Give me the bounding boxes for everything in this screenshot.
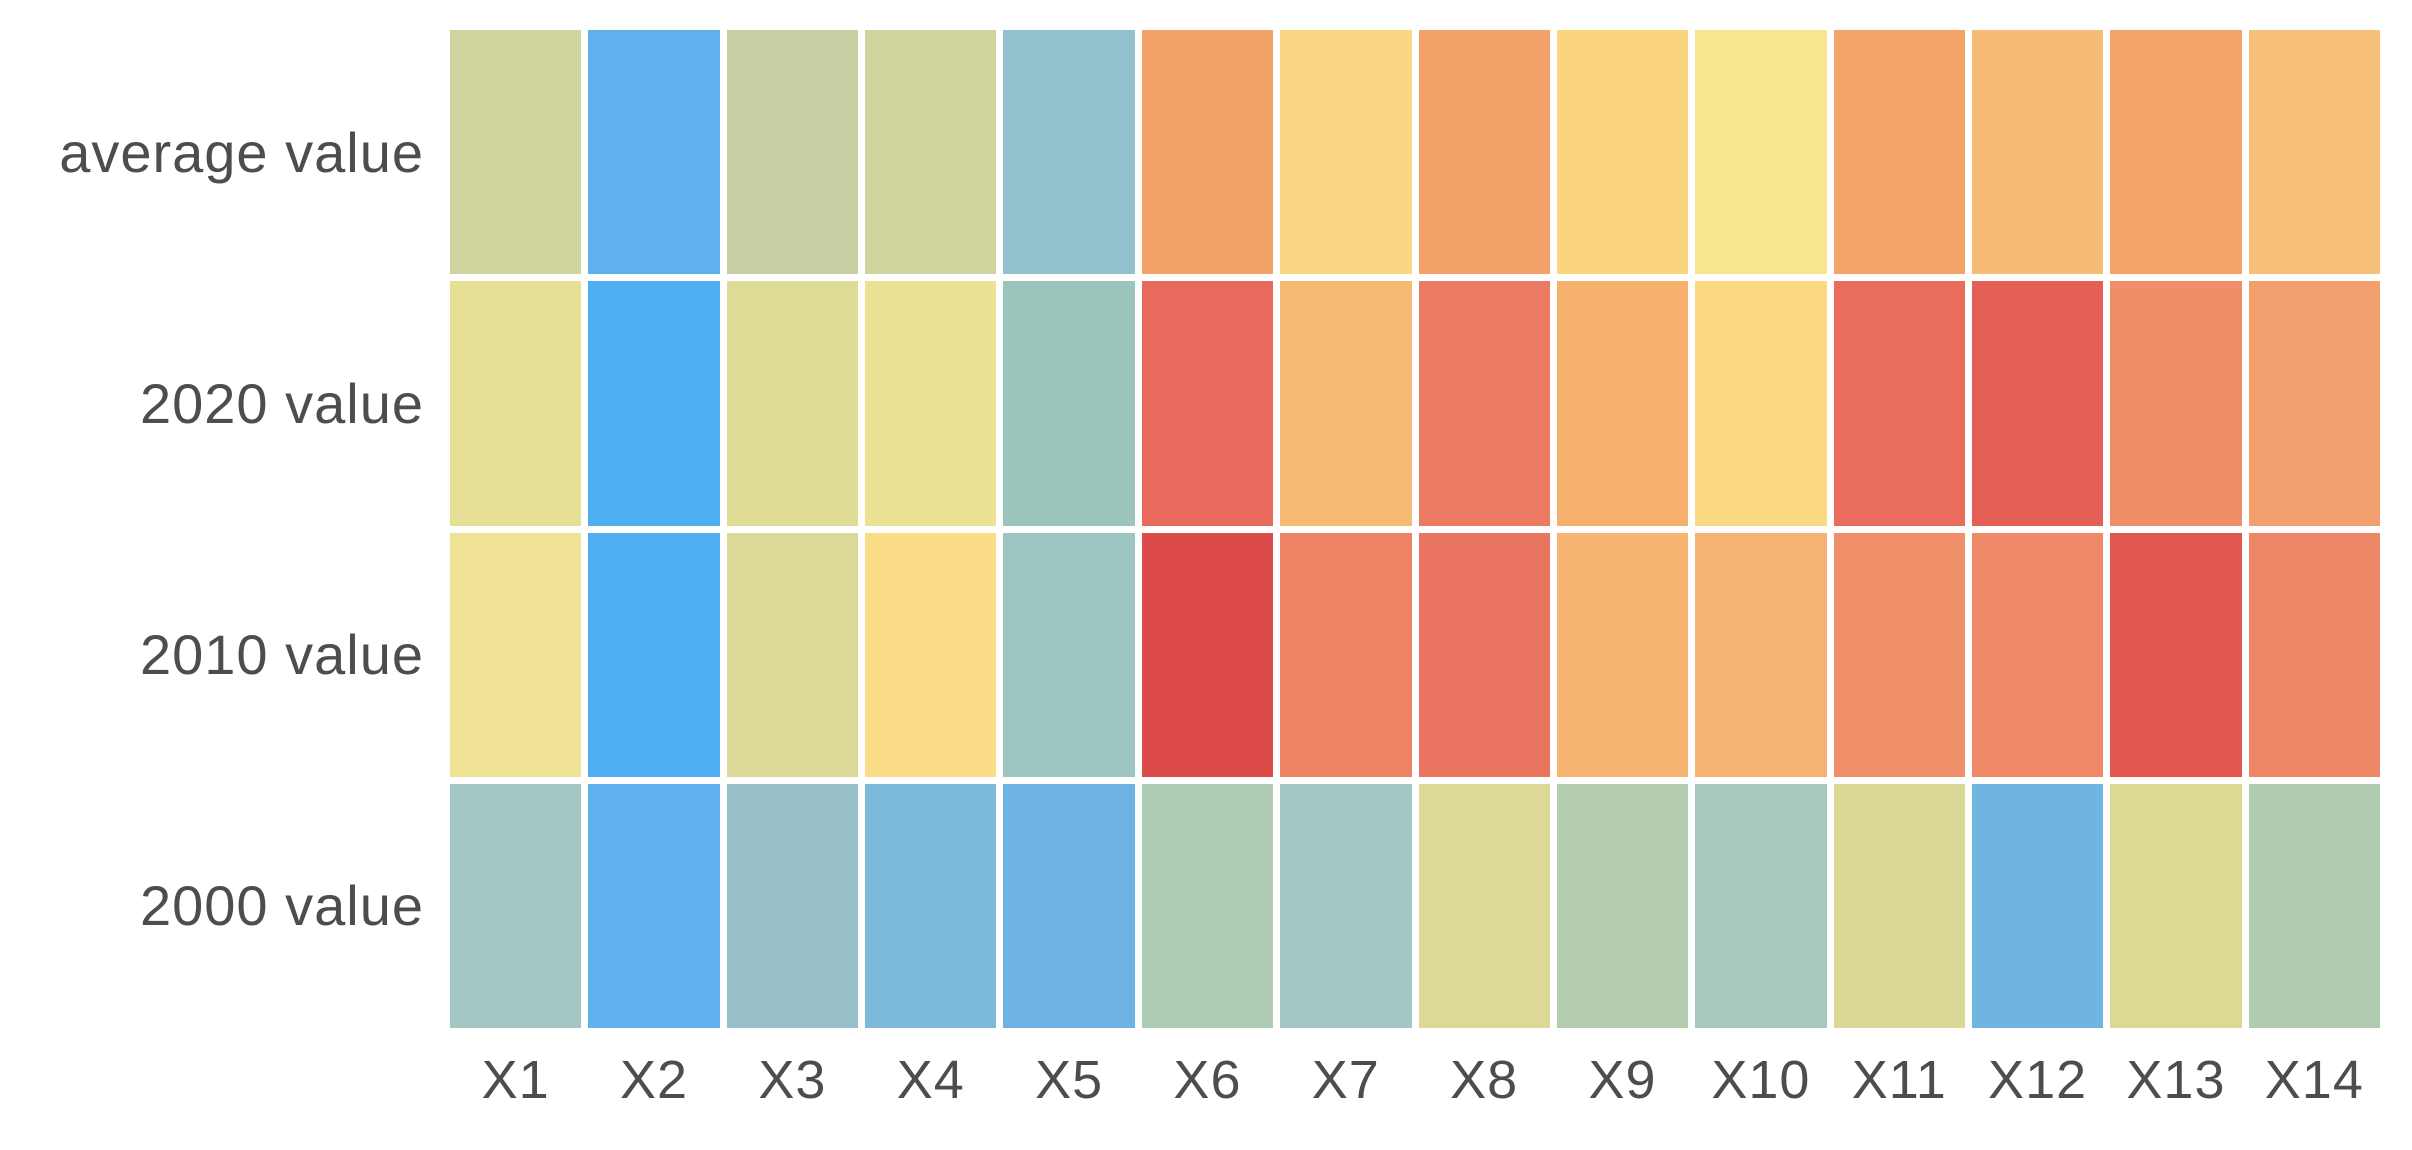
heatmap-cell[interactable] [2110, 783, 2242, 1028]
heatmap-cell[interactable] [1280, 532, 1412, 777]
heatmap-cell[interactable] [2248, 783, 2380, 1028]
heatmap-cell[interactable] [865, 281, 997, 526]
heatmap-cell[interactable] [1695, 783, 1827, 1028]
x-axis-label: X1 [481, 1050, 550, 1110]
heatmap-cell[interactable] [1280, 30, 1412, 275]
heatmap-cell[interactable] [1141, 783, 1274, 1028]
heatmap-cell[interactable] [1833, 783, 1965, 1028]
heatmap-cell[interactable] [1833, 532, 1965, 777]
heatmap-cell[interactable] [2110, 30, 2242, 275]
heatmap-cell[interactable] [1833, 30, 1965, 275]
x-axis-label: X10 [1711, 1050, 1811, 1110]
heatmap-cell[interactable] [588, 30, 720, 275]
heatmap-cell[interactable] [865, 783, 997, 1028]
heatmap-cell[interactable] [1418, 30, 1550, 275]
heatmap-cell[interactable] [588, 532, 720, 777]
x-axis-label: X14 [2264, 1050, 2364, 1110]
heatmap-cell[interactable] [1003, 281, 1135, 526]
heatmap-cell[interactable] [726, 783, 859, 1028]
y-axis-label: 2010 value [139, 623, 424, 687]
heatmap-cell[interactable] [1971, 532, 2104, 777]
x-axis-label: X7 [1311, 1050, 1380, 1110]
heatmap-cell[interactable] [450, 30, 582, 275]
heatmap-cell[interactable] [726, 532, 859, 777]
heatmap-cell[interactable] [450, 783, 582, 1028]
x-axis-label: X5 [1035, 1050, 1104, 1110]
y-axis-label: 2000 value [139, 874, 424, 938]
y-axis-label: average value [59, 120, 424, 184]
x-axis-labels: X1 X2 X3 X4 X5 X6 X7 X8 X9 X10 X11 X12 X13 X14 [450, 1038, 2380, 1122]
heatmap-cell[interactable] [2110, 532, 2242, 777]
heatmap-grid [450, 30, 2380, 1028]
heatmap-cell[interactable] [1418, 532, 1550, 777]
heatmap-cell[interactable] [726, 281, 859, 526]
y-axis-labels: average value 2020 value 2010 value 2000 va… [0, 30, 424, 1028]
heatmap-cell[interactable] [1556, 30, 1689, 275]
heatmap-cell[interactable] [1141, 30, 1274, 275]
x-axis-label: X2 [619, 1050, 689, 1110]
x-axis-label: X8 [1450, 1050, 1519, 1110]
heatmap-cell[interactable] [1556, 281, 1689, 526]
heatmap-cell[interactable] [1695, 532, 1827, 777]
heatmap-cell[interactable] [1141, 281, 1274, 526]
heatmap-cell[interactable] [2110, 281, 2242, 526]
heatmap-cell[interactable] [2248, 532, 2380, 777]
heatmap-cell[interactable] [1971, 30, 2104, 275]
x-axis-label: X12 [1988, 1050, 2088, 1110]
heatmap-cell[interactable] [1003, 30, 1135, 275]
heatmap-cell[interactable] [1833, 281, 1965, 526]
x-axis-label: X9 [1588, 1050, 1657, 1110]
heatmap-cell[interactable] [1280, 281, 1412, 526]
heatmap-cell[interactable] [726, 30, 859, 275]
heatmap-cell[interactable] [1280, 783, 1412, 1028]
heatmap-cell[interactable] [1418, 783, 1550, 1028]
heatmap-cell[interactable] [865, 30, 997, 275]
x-axis-label: X4 [896, 1050, 965, 1110]
x-axis-label: X11 [1851, 1050, 1947, 1110]
x-axis-label: X3 [758, 1050, 827, 1110]
heatmap-cell[interactable] [1418, 281, 1550, 526]
heatmap-cell[interactable] [588, 783, 720, 1028]
heatmap-cell[interactable] [1695, 30, 1827, 275]
heatmap-cell[interactable] [450, 281, 582, 526]
x-axis-label: X6 [1173, 1050, 1242, 1110]
heatmap-cell[interactable] [1003, 783, 1135, 1028]
x-axis-label: X13 [2126, 1050, 2226, 1110]
heatmap-cell[interactable] [1971, 783, 2104, 1028]
heatmap-cell[interactable] [865, 532, 997, 777]
heatmap-cell[interactable] [450, 532, 582, 777]
heatmap-cell[interactable] [1556, 783, 1689, 1028]
heatmap-cell[interactable] [2248, 281, 2380, 526]
heatmap-cell[interactable] [2248, 30, 2380, 275]
heatmap-cell[interactable] [1695, 281, 1827, 526]
y-axis-label: 2020 value [139, 371, 424, 435]
heatmap-cell[interactable] [588, 281, 720, 526]
heatmap-cell[interactable] [1003, 532, 1135, 777]
heatmap-cell[interactable] [1556, 532, 1689, 777]
heatmap-cell[interactable] [1971, 281, 2104, 526]
heatmap-cell[interactable] [1141, 532, 1274, 777]
